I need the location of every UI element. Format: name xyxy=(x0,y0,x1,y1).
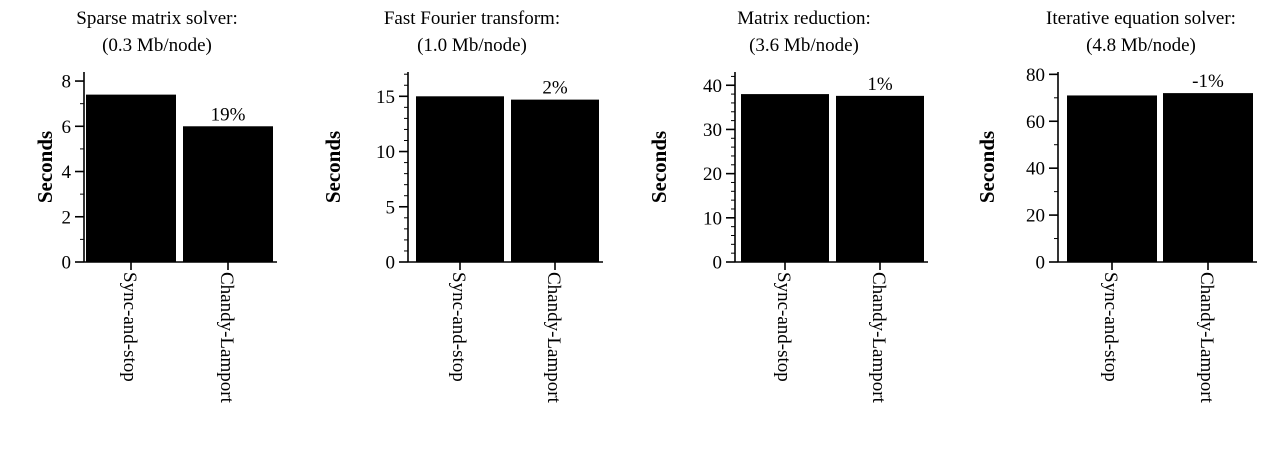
chart-subtitle: (1.0 Mb/node) xyxy=(417,35,527,56)
y-tick-label: 10 xyxy=(703,208,722,229)
y-tick-label: 20 xyxy=(703,164,722,185)
y-tick-label: 4 xyxy=(62,162,72,183)
chart-panel-1: Sparse matrix solver: (0.3 Mb/node) 0 2 4 6 8 S… xyxy=(33,8,277,404)
bar-value-label: 19% xyxy=(211,104,246,125)
chart-title: Sparse matrix solver: xyxy=(76,8,237,29)
chart-panel-4: Iterative equation solver: (4.8 Mb/node) 0… xyxy=(975,8,1257,404)
bar xyxy=(416,96,504,262)
y-tick-label: 5 xyxy=(386,197,396,218)
category-label: Sync-and-stop xyxy=(448,272,469,382)
chart-panel-3: Matrix reduction: (3.6 Mb/node) 0 10 20 30 40 S… xyxy=(647,8,928,404)
y-axis-label: Seconds xyxy=(321,131,345,203)
y-tick-label: 2 xyxy=(62,207,72,228)
chart-title: Iterative equation solver: xyxy=(1046,8,1236,29)
bar xyxy=(183,126,273,263)
category-label: Sync-and-stop xyxy=(1100,272,1121,382)
category-label: Sync-and-stop xyxy=(119,272,140,382)
category-label: Chandy-Lamport xyxy=(543,272,564,404)
y-tick-label: 0 xyxy=(1036,253,1046,274)
chart-subtitle: (0.3 Mb/node) xyxy=(102,35,212,56)
bar-value-label: -1% xyxy=(1192,71,1224,92)
chart-title: Matrix reduction: xyxy=(737,8,871,29)
y-tick-label: 60 xyxy=(1026,112,1045,133)
y-tick-label: 80 xyxy=(1026,65,1045,86)
y-tick-label: 40 xyxy=(1026,159,1045,180)
y-tick-label: 15 xyxy=(376,87,395,108)
category-label: Chandy-Lamport xyxy=(1196,272,1217,404)
category-label: Sync-and-stop xyxy=(773,272,794,382)
bar xyxy=(511,99,599,263)
bar-value-label: 2% xyxy=(542,78,568,99)
y-axis-label: Seconds xyxy=(33,131,57,203)
bar xyxy=(86,94,176,262)
bar xyxy=(1067,95,1157,262)
y-tick-label: 20 xyxy=(1026,206,1045,227)
chart-subtitle: (3.6 Mb/node) xyxy=(749,35,859,56)
category-label: Chandy-Lamport xyxy=(216,272,237,404)
bar xyxy=(741,94,829,263)
chart-title: Fast Fourier transform: xyxy=(384,8,560,29)
chart-panel-2: Fast Fourier transform: (1.0 Mb/node) 0 5 10… xyxy=(321,8,603,404)
category-label: Chandy-Lamport xyxy=(868,272,889,404)
y-tick-label: 40 xyxy=(703,76,722,97)
chart-subtitle: (4.8 Mb/node) xyxy=(1086,35,1196,56)
y-axis-label: Seconds xyxy=(975,131,999,203)
y-tick-label: 8 xyxy=(62,72,72,93)
y-tick-label: 0 xyxy=(713,253,723,274)
y-axis-label: Seconds xyxy=(647,131,671,203)
y-tick-label: 0 xyxy=(62,253,72,274)
y-tick-label: 10 xyxy=(376,142,395,163)
bar-value-label: 1% xyxy=(867,74,893,95)
y-tick-label: 6 xyxy=(62,117,72,138)
bar xyxy=(1163,93,1253,262)
bar xyxy=(836,95,924,262)
y-tick-label: 30 xyxy=(703,120,722,141)
y-tick-label: 0 xyxy=(386,253,396,274)
